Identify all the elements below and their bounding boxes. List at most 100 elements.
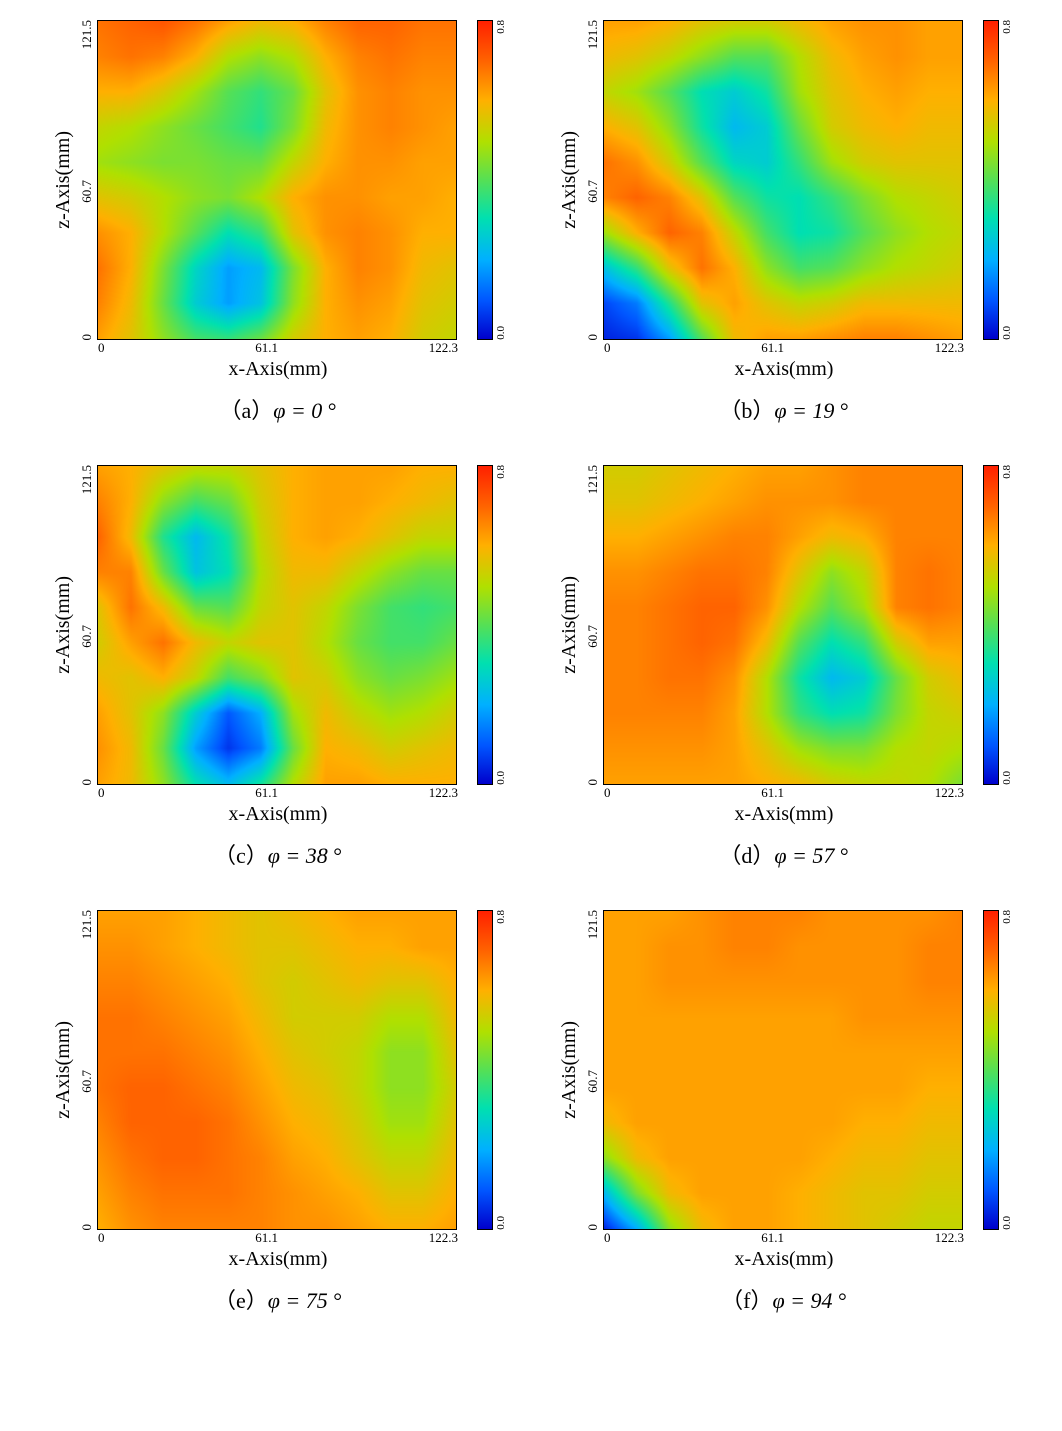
y-axis-label: z-Axis(mm) bbox=[556, 576, 583, 674]
degree-symbol: ° bbox=[322, 398, 336, 423]
y-tick: 60.7 bbox=[79, 625, 95, 648]
x-axis-label: x-Axis(mm) bbox=[229, 803, 328, 826]
colorbar-tick: 0.0 bbox=[1001, 771, 1013, 785]
x-axis-label: x-Axis(mm) bbox=[229, 358, 328, 381]
caption-text: φ = 57 bbox=[774, 843, 834, 868]
colorbar-tick: 0.0 bbox=[495, 326, 507, 340]
panel-caption-b: （b）φ = 19 ° bbox=[719, 393, 848, 425]
caption-text: φ = 0 bbox=[273, 398, 322, 423]
x-tick: 122.3 bbox=[935, 785, 964, 801]
x-tick: 0 bbox=[98, 1230, 105, 1246]
x-axis-label: x-Axis(mm) bbox=[735, 358, 834, 381]
panel-d: z-Axis(mm) 121.5 60.7 0 0.8 0.0 0 61.1 122.3 x-Ax… bbox=[546, 465, 1022, 870]
x-tick: 0 bbox=[98, 785, 105, 801]
x-tick: 0 bbox=[98, 340, 105, 356]
x-tick: 122.3 bbox=[429, 1230, 458, 1246]
x-tick: 0 bbox=[604, 785, 611, 801]
panel-b: z-Axis(mm) 121.5 60.7 0 0.8 0.0 0 61.1 122.3 x-Ax… bbox=[546, 20, 1022, 425]
colorbar-tick: 0.0 bbox=[495, 1216, 507, 1230]
y-tick: 60.7 bbox=[79, 180, 95, 203]
x-tick: 61.1 bbox=[255, 785, 278, 801]
colorbar-tick: 0.8 bbox=[495, 910, 507, 924]
degree-symbol: ° bbox=[834, 843, 848, 868]
x-tick: 61.1 bbox=[255, 340, 278, 356]
y-tick: 0 bbox=[79, 779, 95, 786]
x-tick: 122.3 bbox=[429, 340, 458, 356]
heatmap-f bbox=[603, 910, 963, 1230]
colorbar bbox=[477, 465, 493, 785]
colorbar bbox=[983, 20, 999, 340]
y-axis-label: z-Axis(mm) bbox=[50, 1021, 77, 1119]
y-tick: 121.5 bbox=[585, 910, 601, 939]
colorbar-tick: 0.8 bbox=[1001, 20, 1013, 34]
colorbar bbox=[477, 910, 493, 1230]
y-tick: 121.5 bbox=[585, 20, 601, 49]
y-tick: 121.5 bbox=[79, 910, 95, 939]
heatmap-d bbox=[603, 465, 963, 785]
x-axis-label: x-Axis(mm) bbox=[229, 1248, 328, 1271]
x-tick: 122.3 bbox=[935, 1230, 964, 1246]
y-tick: 60.7 bbox=[585, 625, 601, 648]
heatmap-a bbox=[97, 20, 457, 340]
y-tick: 60.7 bbox=[79, 1070, 95, 1093]
y-axis-label: z-Axis(mm) bbox=[50, 576, 77, 674]
colorbar bbox=[983, 910, 999, 1230]
panel-a: z-Axis(mm) 121.5 60.7 0 0.8 0.0 0 61.1 122.3 x-Ax… bbox=[40, 20, 516, 425]
y-tick: 121.5 bbox=[585, 465, 601, 494]
panel-caption-a: （a）φ = 0 ° bbox=[219, 393, 336, 425]
heatmap-e bbox=[97, 910, 457, 1230]
panel-caption-f: （f）φ = 94 ° bbox=[721, 1283, 847, 1315]
y-tick: 0 bbox=[585, 334, 601, 341]
x-tick: 0 bbox=[604, 340, 611, 356]
heatmap-c bbox=[97, 465, 457, 785]
colorbar-tick: 0.8 bbox=[1001, 465, 1013, 479]
y-tick: 60.7 bbox=[585, 1070, 601, 1093]
panel-caption-d: （d）φ = 57 ° bbox=[719, 838, 848, 870]
caption-prefix: （b） bbox=[719, 398, 774, 423]
x-tick: 61.1 bbox=[761, 785, 784, 801]
x-tick: 122.3 bbox=[935, 340, 964, 356]
y-tick: 0 bbox=[585, 779, 601, 786]
y-tick: 121.5 bbox=[79, 20, 95, 49]
panel-caption-c: （c）φ = 38 ° bbox=[214, 838, 342, 870]
y-tick: 0 bbox=[79, 334, 95, 341]
caption-prefix: （a） bbox=[219, 398, 273, 423]
degree-symbol: ° bbox=[833, 1288, 847, 1313]
caption-prefix: （f） bbox=[721, 1288, 772, 1313]
x-tick: 0 bbox=[604, 1230, 611, 1246]
x-axis-label: x-Axis(mm) bbox=[735, 1248, 834, 1271]
caption-prefix: （d） bbox=[719, 843, 774, 868]
y-axis-label: z-Axis(mm) bbox=[50, 131, 77, 229]
y-axis-label: z-Axis(mm) bbox=[556, 1021, 583, 1119]
y-tick: 0 bbox=[585, 1224, 601, 1231]
y-tick: 121.5 bbox=[79, 465, 95, 494]
panel-e: z-Axis(mm)121.560.700.80.0061.1122.3x-Ax… bbox=[40, 910, 516, 1315]
caption-text: φ = 75 bbox=[268, 1288, 328, 1313]
panel-caption-e: （e）φ = 75 ° bbox=[214, 1283, 342, 1315]
colorbar-tick: 0.8 bbox=[495, 465, 507, 479]
degree-symbol: ° bbox=[834, 398, 848, 423]
x-tick: 61.1 bbox=[761, 340, 784, 356]
x-tick: 122.3 bbox=[429, 785, 458, 801]
x-axis-label: x-Axis(mm) bbox=[735, 803, 834, 826]
panel-f: z-Axis(mm) 121.5 60.7 0 0.8 0.0 0 61.1 122.3 x-Ax… bbox=[546, 910, 1022, 1315]
colorbar-tick: 0.8 bbox=[1001, 910, 1013, 924]
y-axis-label: z-Axis(mm) bbox=[556, 131, 583, 229]
colorbar bbox=[983, 465, 999, 785]
figure-grid: z-Axis(mm) 121.5 60.7 0 0.8 0.0 0 61.1 122.3 x-Ax… bbox=[20, 20, 1042, 1315]
colorbar-tick: 0.0 bbox=[495, 771, 507, 785]
caption-text: φ = 38 bbox=[268, 843, 328, 868]
x-tick: 61.1 bbox=[761, 1230, 784, 1246]
caption-text: φ = 19 bbox=[774, 398, 834, 423]
panel-c: z-Axis(mm) 121.5 60.7 0 0.8 0.0 0 61.1 122.3 x-Ax… bbox=[40, 465, 516, 870]
caption-prefix: （e） bbox=[214, 1288, 268, 1313]
colorbar-tick: 0.8 bbox=[495, 20, 507, 34]
degree-symbol: ° bbox=[328, 843, 342, 868]
colorbar-tick: 0.0 bbox=[1001, 326, 1013, 340]
y-tick: 60.7 bbox=[585, 180, 601, 203]
degree-symbol: ° bbox=[328, 1288, 342, 1313]
colorbar-tick: 0.0 bbox=[1001, 1216, 1013, 1230]
heatmap-b bbox=[603, 20, 963, 340]
y-tick: 0 bbox=[79, 1224, 95, 1231]
caption-prefix: （c） bbox=[214, 843, 268, 868]
